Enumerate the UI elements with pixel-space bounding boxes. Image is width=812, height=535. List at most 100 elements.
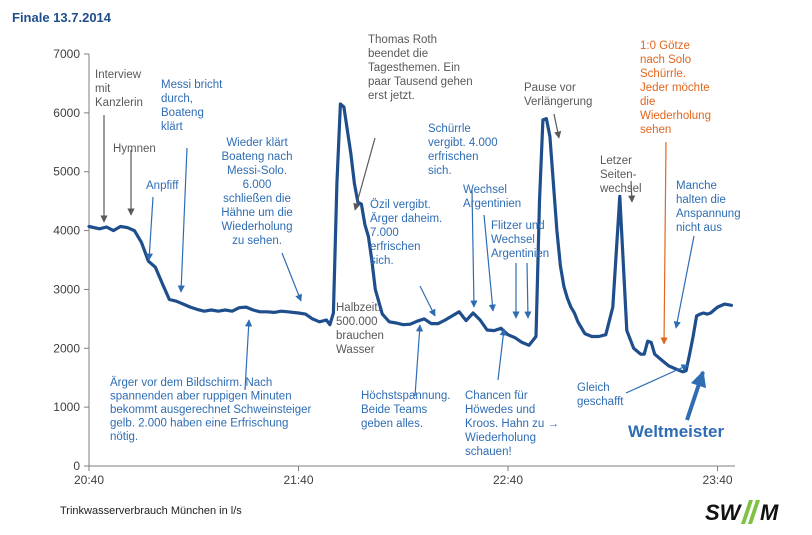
data-point (245, 306, 247, 308)
data-point (573, 312, 575, 314)
data-point (521, 341, 523, 343)
water-consumption-chart: 0 1000 2000 3000 4000 5000 6000 7000 20:40 21:40 2… (53, 34, 741, 487)
data-point (161, 283, 163, 284)
annotation-line: zu sehen. (232, 235, 282, 247)
annotation-line: nötig. (110, 431, 138, 443)
series-layer (87, 102, 734, 374)
annotation-line: 1:0 Götze (640, 40, 690, 52)
annotation-arrow (524, 262, 532, 319)
data-point (346, 130, 348, 131)
annotation-line: mit (95, 83, 111, 95)
data-point (696, 315, 698, 317)
annotation-arrow (419, 285, 436, 317)
data-point (325, 319, 327, 321)
annotation-line: Wasser (336, 344, 375, 356)
annotation-oezil: Özil vergibt. Ärger daheim. 7.000 erfrische… (370, 199, 442, 267)
annotation-line: Wechsel (491, 234, 535, 246)
series-line (87, 102, 734, 374)
x-tick-label: 21:40 (283, 473, 313, 487)
data-point (689, 353, 691, 355)
data-point (106, 226, 107, 228)
annotation-arrow (497, 328, 507, 381)
data-point (584, 333, 586, 335)
annotation-line: Tagesthemen. Ein (368, 62, 460, 74)
data-point (224, 309, 226, 311)
annotation-interview: Interview mit Kanzlerin (95, 69, 143, 109)
data-point (416, 320, 418, 322)
data-point (577, 321, 579, 323)
annotation-line: brauchen (336, 330, 384, 342)
data-point (332, 312, 334, 314)
data-point (556, 230, 558, 232)
data-point (619, 195, 621, 197)
data-point (329, 324, 331, 326)
data-point (231, 310, 233, 312)
annotation-line: Argentinien (463, 198, 521, 210)
data-point (252, 309, 254, 311)
data-point (549, 135, 551, 137)
data-point (423, 318, 425, 320)
data-point (545, 118, 547, 120)
annotation-line: Messi bricht (161, 79, 223, 91)
data-point (566, 297, 568, 299)
data-point (654, 353, 656, 355)
data-point (280, 310, 282, 312)
data-point (168, 298, 170, 300)
annotation-line: Wechsel (463, 184, 507, 196)
annotation-arrow (353, 137, 376, 211)
data-point (210, 309, 212, 311)
annotation-line: Manche (676, 180, 717, 192)
data-point (175, 300, 177, 302)
data-point (437, 323, 439, 325)
annotation-line: Chancen für (465, 390, 528, 402)
data-point (675, 368, 677, 370)
data-point (364, 224, 366, 226)
annotation-chancen: Chancen für Höwedes und Kroos. Hahn zu → Wi… (465, 390, 559, 458)
data-point (685, 370, 687, 372)
y-tick-label: 6000 (53, 106, 80, 120)
annotation-arrow (483, 214, 496, 312)
x-tick-label: 20:40 (74, 473, 104, 487)
annotation-line: erfrischen (428, 151, 479, 163)
data-point (259, 311, 261, 313)
data-point (217, 310, 219, 312)
data-point (196, 308, 198, 310)
annotation-line: 6.000 (243, 179, 272, 191)
data-point (514, 337, 516, 339)
annotation-line: halten die (676, 194, 726, 206)
data-point (626, 330, 628, 332)
data-point (542, 119, 544, 121)
data-point (444, 319, 446, 321)
annotation-line: Jeder möchte (640, 82, 710, 94)
annotation-line: Wiederholung (222, 221, 293, 233)
data-point (182, 303, 184, 305)
annotation-flitzer: Flitzer und Wechsel Argentinien (491, 220, 549, 260)
data-point (388, 321, 390, 323)
data-point (360, 203, 362, 205)
data-point (633, 347, 635, 349)
data-point (353, 183, 355, 184)
annotation-line: 500.000 (336, 316, 378, 328)
data-point (552, 183, 554, 184)
annotation-line: Seiten- (600, 169, 637, 181)
annotation-line: Wieder klärt (226, 137, 288, 149)
annotation-arrow (244, 319, 253, 391)
data-point (731, 304, 732, 306)
annotation-hymnen: Hymnen (113, 143, 156, 155)
svg-text:M: M (760, 500, 779, 525)
annotation-arrow (625, 364, 689, 394)
annotation-gleich: Gleich geschafft (577, 382, 624, 408)
annotation-line: spannenden aber ruppigen Minuten (110, 391, 292, 403)
annotation-line: sich. (370, 255, 394, 267)
data-point (717, 306, 718, 308)
annotation-line: Wiederholung (465, 432, 536, 444)
annotation-goetze: 1:0 Götze nach Solo Schürrle. Jeder möchte d… (640, 40, 711, 136)
data-point (706, 313, 708, 315)
data-point (643, 353, 645, 355)
annotation-line: beendet die (368, 48, 428, 60)
data-point (451, 315, 453, 317)
annotation-wieder-klaert: Wieder klärt Boateng nach Messi-Solo. 6.000… (221, 137, 293, 247)
annotation-layer: Interview mit Kanzlerin Hymnen Anpfiff Messi … (95, 34, 741, 458)
data-point (570, 306, 572, 308)
data-point (493, 330, 495, 332)
